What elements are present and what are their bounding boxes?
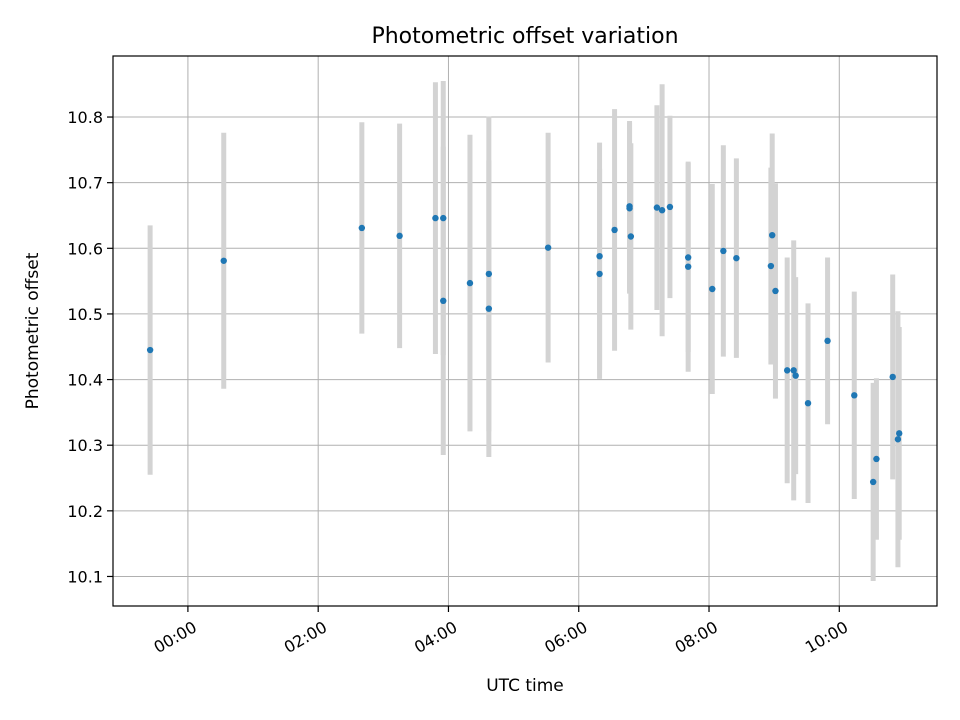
data-point <box>804 399 812 407</box>
data-point <box>894 436 902 443</box>
data-point <box>709 285 716 293</box>
y-tick-label: 10.2 <box>67 502 103 521</box>
data-point <box>684 263 692 270</box>
data-point <box>851 392 858 399</box>
x-tick-label: 02:00 <box>281 617 330 657</box>
data-point <box>485 270 493 278</box>
chart-title: Photometric offset variation <box>371 24 678 49</box>
y-axis-ticks: 10.1 10.2 10.3 10.4 10.5 10.6 10.7 10.8 <box>67 108 113 586</box>
data-point <box>466 279 474 287</box>
y-tick-label: 10.5 <box>67 305 103 324</box>
data-point <box>146 346 154 354</box>
data-point <box>485 305 493 312</box>
x-axis-ticks: 00:00 02:00 04:00 06:00 08:00 10:00 <box>150 606 851 657</box>
data-point <box>358 224 366 232</box>
x-tick-label: 06:00 <box>541 617 590 657</box>
data-point <box>596 252 603 260</box>
y-tick-label: 10.4 <box>67 371 103 390</box>
data-point <box>720 247 727 255</box>
data-point <box>733 254 740 262</box>
data-point <box>783 367 791 374</box>
data-point <box>626 205 633 212</box>
data-point <box>769 231 776 239</box>
data-point <box>396 232 403 240</box>
y-tick-label: 10.7 <box>67 174 103 193</box>
data-point <box>611 226 618 234</box>
data-point <box>684 254 692 261</box>
data-point <box>220 257 227 264</box>
data-point <box>896 430 903 437</box>
data-points <box>146 203 903 486</box>
y-axis-label: Photometric offset <box>23 252 43 409</box>
grid-lines <box>113 56 937 606</box>
y-tick-label: 10.1 <box>67 567 103 586</box>
data-point <box>873 455 880 463</box>
data-point <box>627 233 635 240</box>
data-point <box>889 373 896 381</box>
data-point <box>792 372 799 379</box>
x-tick-label: 04:00 <box>411 617 460 657</box>
data-point <box>596 270 603 278</box>
data-point <box>544 244 552 251</box>
y-tick-label: 10.6 <box>67 239 103 258</box>
data-point <box>790 367 797 374</box>
data-point <box>666 203 674 211</box>
data-point <box>440 297 447 305</box>
error-bars <box>147 80 902 582</box>
x-tick-label: 10:00 <box>802 617 851 657</box>
y-tick-label: 10.3 <box>67 436 103 455</box>
data-point <box>772 287 779 295</box>
data-point <box>658 207 666 214</box>
x-tick-label: 08:00 <box>672 617 721 657</box>
plot-frame <box>112 55 938 607</box>
y-tick-label: 10.8 <box>67 108 103 127</box>
data-point <box>767 262 775 270</box>
x-tick-label: 00:00 <box>150 617 199 657</box>
data-point <box>824 337 831 345</box>
data-point <box>869 478 877 486</box>
data-point <box>440 214 447 222</box>
x-axis-label: UTC time <box>486 676 564 696</box>
data-point <box>653 204 661 211</box>
data-point <box>432 214 439 222</box>
